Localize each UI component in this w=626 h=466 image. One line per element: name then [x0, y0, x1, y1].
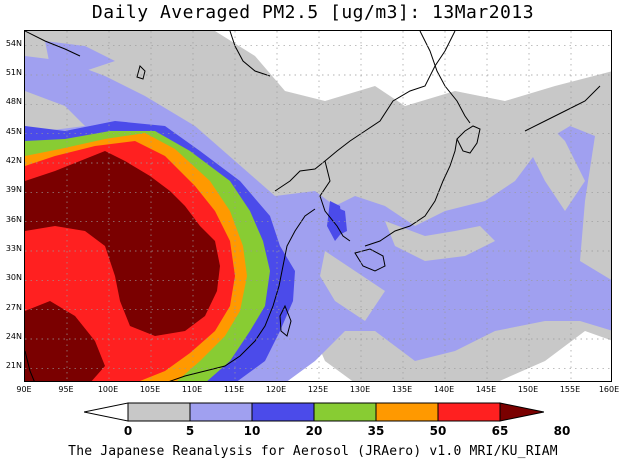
longitude-label: 110E: [181, 385, 203, 394]
latitude-label: 39N: [5, 185, 22, 195]
colorbar-level-label: 50: [429, 424, 447, 438]
longitude-label: 95E: [58, 385, 74, 394]
latitude-label: 45N: [5, 126, 22, 136]
latitude-label: 21N: [5, 361, 22, 371]
latitude-label: 33N: [5, 244, 22, 253]
longitude-label: 135E: [391, 385, 413, 394]
latitude-label: 30N: [5, 273, 22, 283]
longitude-label: 120E: [265, 385, 287, 394]
colorbar-segment: [251, 402, 315, 422]
colorbar-segment: [189, 402, 253, 422]
colorbar-level-label: 80: [553, 424, 571, 438]
colorbar-level-label: 65: [491, 424, 509, 438]
pm25-band-20-35-korea: [329, 206, 347, 236]
colorbar-level-label: 35: [367, 424, 385, 438]
latitude-label: 48N: [5, 97, 22, 107]
longitude-label: 160E: [598, 385, 620, 394]
latitude-label: 51N: [5, 68, 22, 77]
latitude-label: 36N: [5, 214, 22, 224]
graticule: [25, 31, 611, 381]
longitude-label: 90E: [16, 385, 32, 394]
longitude-label: 115E: [223, 385, 245, 394]
longitude-label: 105E: [139, 385, 161, 394]
colorbar-segment: [375, 402, 439, 422]
longitude-label: 125E: [307, 385, 329, 394]
map-canvas: [25, 31, 611, 381]
colorbar-level-label: 10: [243, 424, 261, 438]
longitude-label: 100E: [97, 385, 119, 394]
colorbar-segment: [437, 402, 501, 422]
colorbar-segment: [313, 402, 377, 422]
latitude-label: 24N: [5, 332, 22, 341]
colorbar-segment: [499, 402, 544, 422]
colorbar-level-label: 20: [305, 424, 323, 438]
latitude-label: 27N: [5, 302, 22, 312]
latitude-label: 54N: [5, 38, 22, 48]
colorbar-segment: [127, 402, 191, 422]
longitude-label: 130E: [349, 385, 371, 394]
longitude-label: 155E: [559, 385, 581, 394]
pm25-band-80-plus: [25, 151, 220, 381]
colorbar-level-label: 5: [185, 424, 195, 438]
colorbar-segment: [84, 402, 129, 422]
longitude-label: 140E: [433, 385, 455, 394]
pm25-map: [24, 30, 612, 382]
pm25-band-5-10-patches: [25, 91, 585, 321]
longitude-label: 145E: [475, 385, 497, 394]
chart-title: Daily Averaged PM2.5 [ug/m3]: 13Mar2013: [91, 2, 535, 23]
longitude-label: 150E: [517, 385, 539, 394]
colorbar: [84, 402, 544, 422]
latitude-label: 42N: [5, 156, 22, 165]
colorbar-level-label: 0: [123, 424, 133, 438]
footer-credit: The Japanese Reanalysis for Aerosol (JRA…: [68, 444, 558, 459]
